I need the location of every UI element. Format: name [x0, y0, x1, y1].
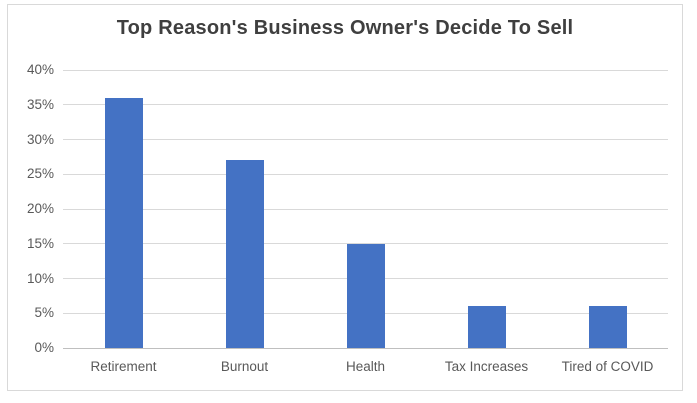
x-category-label: Health: [345, 359, 386, 374]
x-category-label: Retirement: [90, 359, 157, 374]
y-tick-label: 0%: [34, 340, 54, 355]
x-axis-labels: Retirement Burnout Health Tax Increases Tire…: [63, 357, 668, 379]
x-axis-line: [63, 347, 668, 349]
bar-burnout: [225, 160, 264, 348]
bar-health: [346, 243, 385, 348]
x-category-label: Burnout: [220, 359, 269, 374]
chart-frame: Top Reason's Business Owner's Decide To …: [7, 4, 683, 391]
y-axis-labels: 0% 5% 10% 15% 20% 25% 30% 35% 40%: [8, 62, 54, 355]
gridline: [63, 104, 668, 106]
plot-area: [63, 69, 668, 349]
x-category-label: Tired of COVID: [561, 359, 654, 374]
gridline: [63, 139, 668, 140]
x-category-label: Tax Increases: [444, 359, 529, 374]
bar-retirement: [104, 97, 143, 348]
y-tick-label: 40%: [26, 62, 54, 77]
gridline: [63, 208, 668, 210]
y-tick-label: 5%: [34, 305, 54, 321]
gridline: [63, 69, 668, 71]
y-tick-label: 35%: [26, 96, 54, 112]
y-tick-label: 20%: [26, 201, 54, 216]
y-tick-label: 30%: [26, 131, 54, 147]
y-tick-label: 10%: [26, 270, 54, 286]
bar-tax-increases: [467, 306, 506, 348]
y-tick-label: 25%: [26, 166, 54, 182]
chart-title: Top Reason's Business Owner's Decide To …: [116, 17, 574, 39]
gridline: [63, 173, 668, 175]
y-tick-label: 15%: [26, 235, 54, 251]
bar-tired-of-covid: [588, 306, 627, 348]
